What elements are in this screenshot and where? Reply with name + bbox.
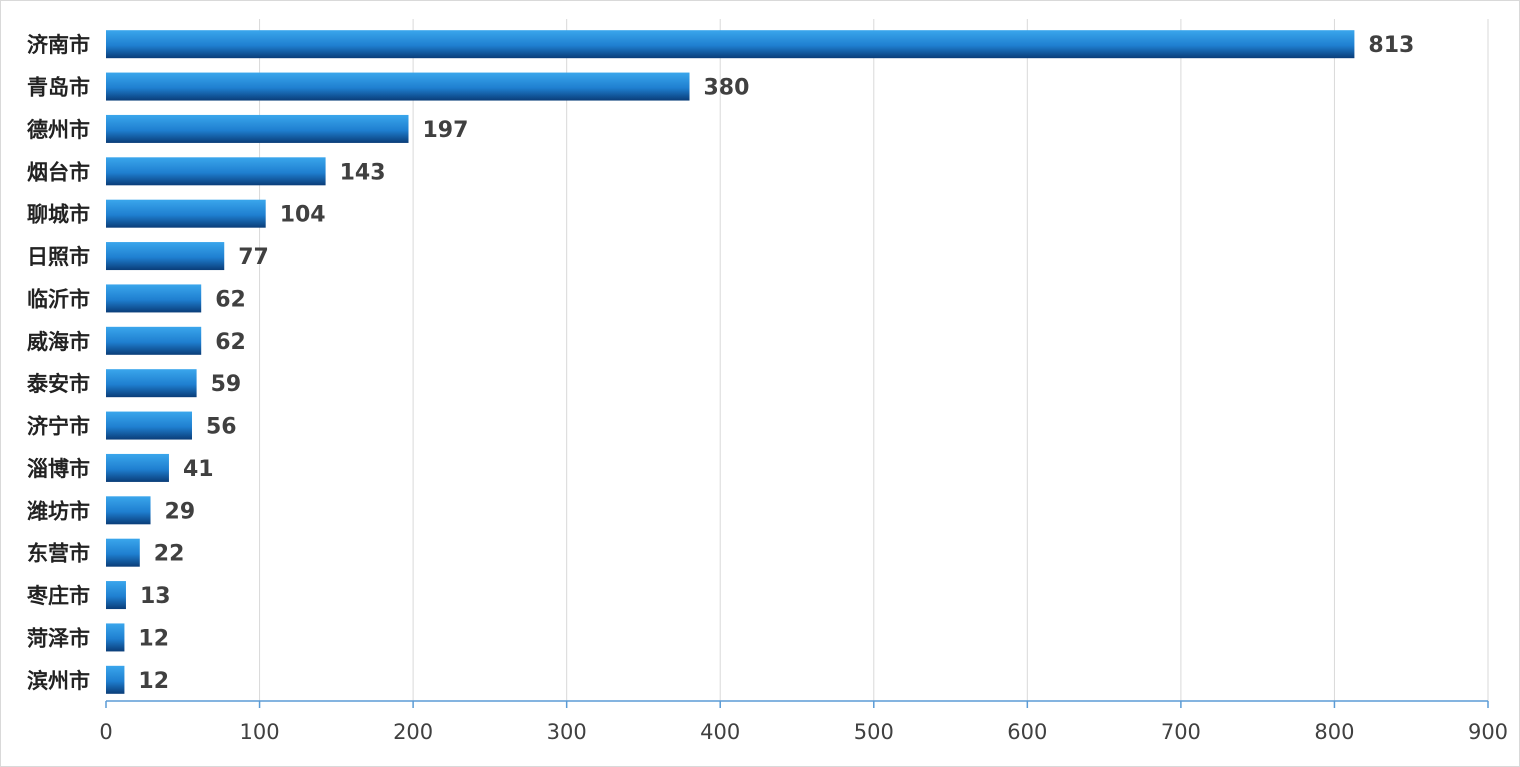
bar-3 xyxy=(106,157,326,186)
value-label: 197 xyxy=(423,118,469,143)
value-label: 813 xyxy=(1368,33,1414,58)
category-label: 东营市 xyxy=(27,542,90,566)
bar-9 xyxy=(106,411,192,440)
x-tick-label: 700 xyxy=(1161,720,1201,744)
bar-4 xyxy=(106,199,266,228)
category-label: 枣庄市 xyxy=(26,584,90,608)
value-label: 22 xyxy=(154,542,185,567)
value-label: 41 xyxy=(183,457,214,482)
gridlines xyxy=(259,19,1489,701)
category-label: 淄博市 xyxy=(27,457,90,481)
value-label: 29 xyxy=(165,499,196,524)
x-tick-label: 200 xyxy=(393,720,433,744)
labels: 0 100 200 300 400 500 600 700 800 900 济南市 813 青岛市 380… xyxy=(26,33,1508,744)
value-label: 12 xyxy=(138,669,169,694)
category-label: 潍坊市 xyxy=(27,499,90,523)
bars xyxy=(106,30,1355,694)
bar-8 xyxy=(106,369,197,398)
value-label: 59 xyxy=(211,372,242,397)
value-label: 104 xyxy=(280,203,326,228)
category-label: 烟台市 xyxy=(27,160,90,184)
bar-13 xyxy=(106,581,126,610)
bar-7 xyxy=(106,326,202,355)
category-label: 德州市 xyxy=(27,118,90,142)
value-label: 62 xyxy=(215,287,246,312)
category-label: 聊城市 xyxy=(27,203,90,227)
bar-5 xyxy=(106,242,225,271)
x-tick-label: 100 xyxy=(240,720,280,744)
x-axis xyxy=(105,700,1489,708)
bar-2 xyxy=(106,114,409,143)
value-label: 56 xyxy=(206,415,237,440)
bar-11 xyxy=(106,496,151,525)
x-tick-label: 0 xyxy=(99,720,112,744)
bar-14 xyxy=(106,623,125,652)
category-label: 青岛市 xyxy=(27,76,90,100)
category-label: 济宁市 xyxy=(27,415,90,439)
category-label: 泰安市 xyxy=(26,372,90,396)
bar-1 xyxy=(106,72,690,101)
category-label: 临沂市 xyxy=(27,287,90,311)
category-label: 滨州市 xyxy=(27,669,90,693)
bar-15 xyxy=(106,665,125,694)
value-label: 77 xyxy=(238,245,269,270)
category-label: 济南市 xyxy=(27,33,90,57)
x-tick-label: 800 xyxy=(1314,720,1354,744)
value-label: 12 xyxy=(138,626,169,651)
bar-6 xyxy=(106,284,202,313)
value-label: 380 xyxy=(704,76,750,101)
category-label: 威海市 xyxy=(27,330,90,354)
x-tick-label: 500 xyxy=(854,720,894,744)
x-tick-label: 400 xyxy=(700,720,740,744)
value-label: 143 xyxy=(340,160,386,185)
category-label: 日照市 xyxy=(27,245,90,269)
bar-12 xyxy=(106,538,140,567)
x-tick-label: 900 xyxy=(1468,720,1508,744)
value-label: 13 xyxy=(140,584,171,609)
bar-0 xyxy=(106,30,1355,59)
x-tick-label: 600 xyxy=(1007,720,1047,744)
x-tick-label: 300 xyxy=(547,720,587,744)
category-label: 菏泽市 xyxy=(27,626,90,650)
value-label: 62 xyxy=(215,330,246,355)
bar-10 xyxy=(106,453,169,482)
